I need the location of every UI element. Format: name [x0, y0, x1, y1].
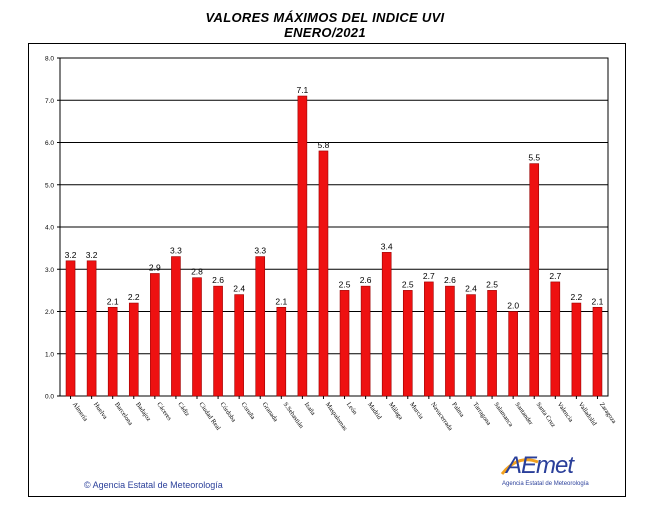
data-label: 2.5	[486, 279, 498, 289]
data-label: 2.7	[423, 271, 435, 281]
data-label: 2.0	[507, 301, 519, 311]
chart-title: VALORES MÁXIMOS DEL INDICE UVI	[205, 10, 445, 25]
x-tick-label: Huelva	[92, 401, 109, 420]
x-tick-label: Coruña	[240, 401, 257, 421]
data-label: 2.8	[191, 267, 203, 277]
bar	[424, 281, 434, 397]
bar	[508, 311, 518, 397]
bar	[213, 285, 223, 397]
data-label: 2.6	[360, 275, 372, 285]
data-label: 3.4	[381, 241, 393, 251]
x-tick-label: Badajoz	[134, 401, 152, 423]
x-tick-label: S.Sebastián	[282, 401, 305, 430]
bar	[445, 285, 455, 397]
y-tick-label: 7.0	[45, 98, 54, 105]
x-tick-label: Madrid	[366, 401, 383, 421]
data-label: 2.2	[570, 292, 582, 302]
y-tick-label: 6.0	[45, 140, 54, 147]
x-tick-label: Cádiz	[176, 401, 190, 418]
x-tick-label: Izaña	[303, 401, 317, 417]
y-tick-label: 3.0	[45, 267, 54, 274]
y-tick-label: 0.0	[45, 394, 54, 401]
x-tick-label: Santander	[514, 401, 535, 427]
copyright-text: © Agencia Estatal de Meteorología	[84, 480, 223, 490]
x-tick-label: León	[345, 401, 359, 417]
y-tick-label: 2.0	[45, 309, 54, 316]
data-label: 7.1	[296, 85, 308, 95]
x-tick-label: Zaragoza	[598, 401, 618, 425]
data-label: 2.4	[465, 284, 477, 294]
bar	[150, 273, 160, 397]
data-label: 5.8	[318, 140, 330, 150]
bar	[339, 290, 350, 397]
aemet-logo: AEmet Agencia Estatal de Meteorología	[498, 452, 589, 492]
bar	[592, 306, 603, 397]
data-label: 2.1	[275, 296, 287, 306]
x-tick-label: Granada	[261, 401, 279, 423]
x-tick-label: Palma	[450, 401, 465, 418]
x-tick-label: Málaga	[387, 401, 404, 421]
y-tick-label: 8.0	[45, 56, 54, 63]
sun-swoosh-icon	[500, 458, 539, 475]
bar	[381, 252, 392, 397]
data-label: 3.2	[86, 250, 98, 260]
x-tick-label: Navacerrada	[429, 401, 454, 432]
data-label: 3.2	[65, 250, 77, 260]
bar	[171, 256, 181, 397]
bar	[487, 290, 497, 397]
x-tick-label: Valencia	[556, 401, 575, 423]
bar	[107, 306, 118, 397]
x-tick-label: Valladolid	[577, 401, 598, 428]
x-tick-label: Almería	[71, 401, 89, 423]
data-label: 3.3	[254, 246, 266, 256]
bar	[234, 294, 244, 397]
bar	[360, 285, 371, 397]
chart-frame	[28, 43, 626, 497]
data-label: 2.1	[107, 296, 119, 306]
x-tick-label: Cáceres	[155, 401, 173, 422]
logo-caption: Agencia Estatal de Meteorología	[502, 481, 589, 487]
x-tick-label: Ciudad Real	[197, 401, 221, 432]
bar	[571, 302, 582, 397]
x-tick-label: Tarragona	[471, 401, 492, 427]
bar	[192, 277, 202, 397]
data-label: 2.1	[592, 296, 604, 306]
bar	[550, 281, 561, 397]
x-tick-label: Salamanca	[492, 401, 514, 428]
bar	[318, 150, 329, 397]
data-label: 2.2	[128, 292, 140, 302]
y-tick-label: 5.0	[45, 182, 54, 189]
data-label: 2.9	[149, 262, 161, 272]
bar	[86, 260, 97, 397]
bar	[65, 260, 76, 397]
x-tick-label: Maspalomas	[324, 401, 349, 432]
data-label: 2.4	[233, 284, 245, 294]
bar	[297, 95, 308, 397]
logo-word: AEmet	[506, 452, 574, 479]
bar	[466, 294, 476, 397]
data-label: 2.5	[339, 279, 351, 289]
bar	[128, 302, 139, 397]
chart-subtitle: ENERO/2021	[284, 25, 366, 40]
x-tick-label: Santa Cruz	[535, 401, 557, 429]
data-label: 3.3	[170, 246, 182, 256]
bar	[402, 290, 413, 397]
data-label: 2.6	[444, 275, 456, 285]
data-label: 2.6	[212, 275, 224, 285]
x-tick-label: Córdoba	[218, 401, 237, 423]
x-tick-label: Murcia	[408, 401, 425, 420]
data-label: 5.5	[528, 153, 540, 163]
bar	[276, 306, 287, 397]
bar	[529, 163, 540, 397]
y-tick-label: 4.0	[45, 225, 54, 232]
y-tick-label: 1.0	[45, 351, 54, 358]
data-label: 2.7	[549, 271, 561, 281]
x-tick-label: Barcelona	[113, 401, 134, 427]
data-label: 2.5	[402, 279, 414, 289]
bar	[255, 256, 266, 397]
